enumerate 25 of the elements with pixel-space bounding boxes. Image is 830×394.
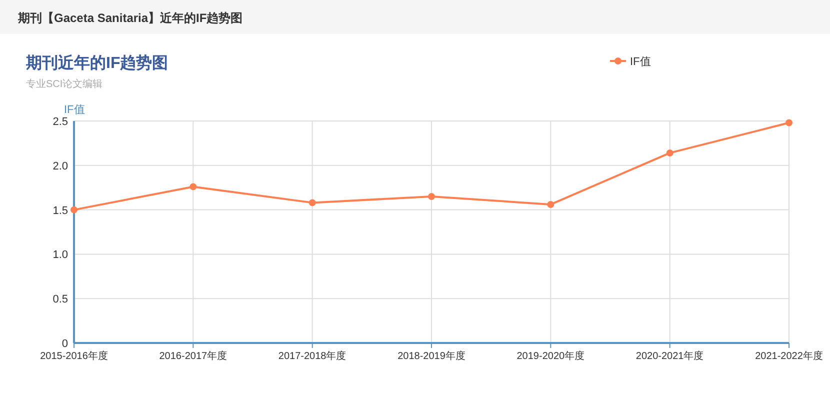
chart-title: 期刊近年的IF趋势图 xyxy=(25,54,168,72)
y-tick-label: 1.0 xyxy=(52,249,68,262)
text: 期刊【Gaceta Sanitaria】近年的IF趋势图 xyxy=(17,11,243,25)
x-tick-label: 2017-2018年度 xyxy=(278,350,346,362)
x-tick-label: 2021-2022年度 xyxy=(755,350,823,362)
point xyxy=(666,149,674,156)
point xyxy=(190,183,197,190)
y-tick-label: 2.5 xyxy=(52,116,68,128)
y-tick-label: 0 xyxy=(62,338,68,350)
point xyxy=(547,200,554,208)
y-tick-label: 1.5 xyxy=(52,204,68,217)
y-tick-label: 2.0 xyxy=(52,160,68,172)
x-tick-label: 2020-2021年度 xyxy=(636,350,704,362)
y-axis-title: IF值 xyxy=(64,104,85,116)
point xyxy=(428,192,435,200)
y-tick-label: 0.5 xyxy=(52,294,68,306)
x-tick-label: 2016-2017年度 xyxy=(159,350,228,362)
point xyxy=(786,119,792,126)
x-tick-label: 2015-2016年度 xyxy=(40,350,108,362)
x-tick-label: 2019-2020年度 xyxy=(516,350,585,362)
point xyxy=(308,199,316,206)
legend-label: IF值 xyxy=(630,56,651,68)
point xyxy=(70,206,78,214)
x-tick-label: 2018-2019年度 xyxy=(398,350,466,362)
chart-subtitle: 专业SCI论文编辑 xyxy=(26,78,103,90)
